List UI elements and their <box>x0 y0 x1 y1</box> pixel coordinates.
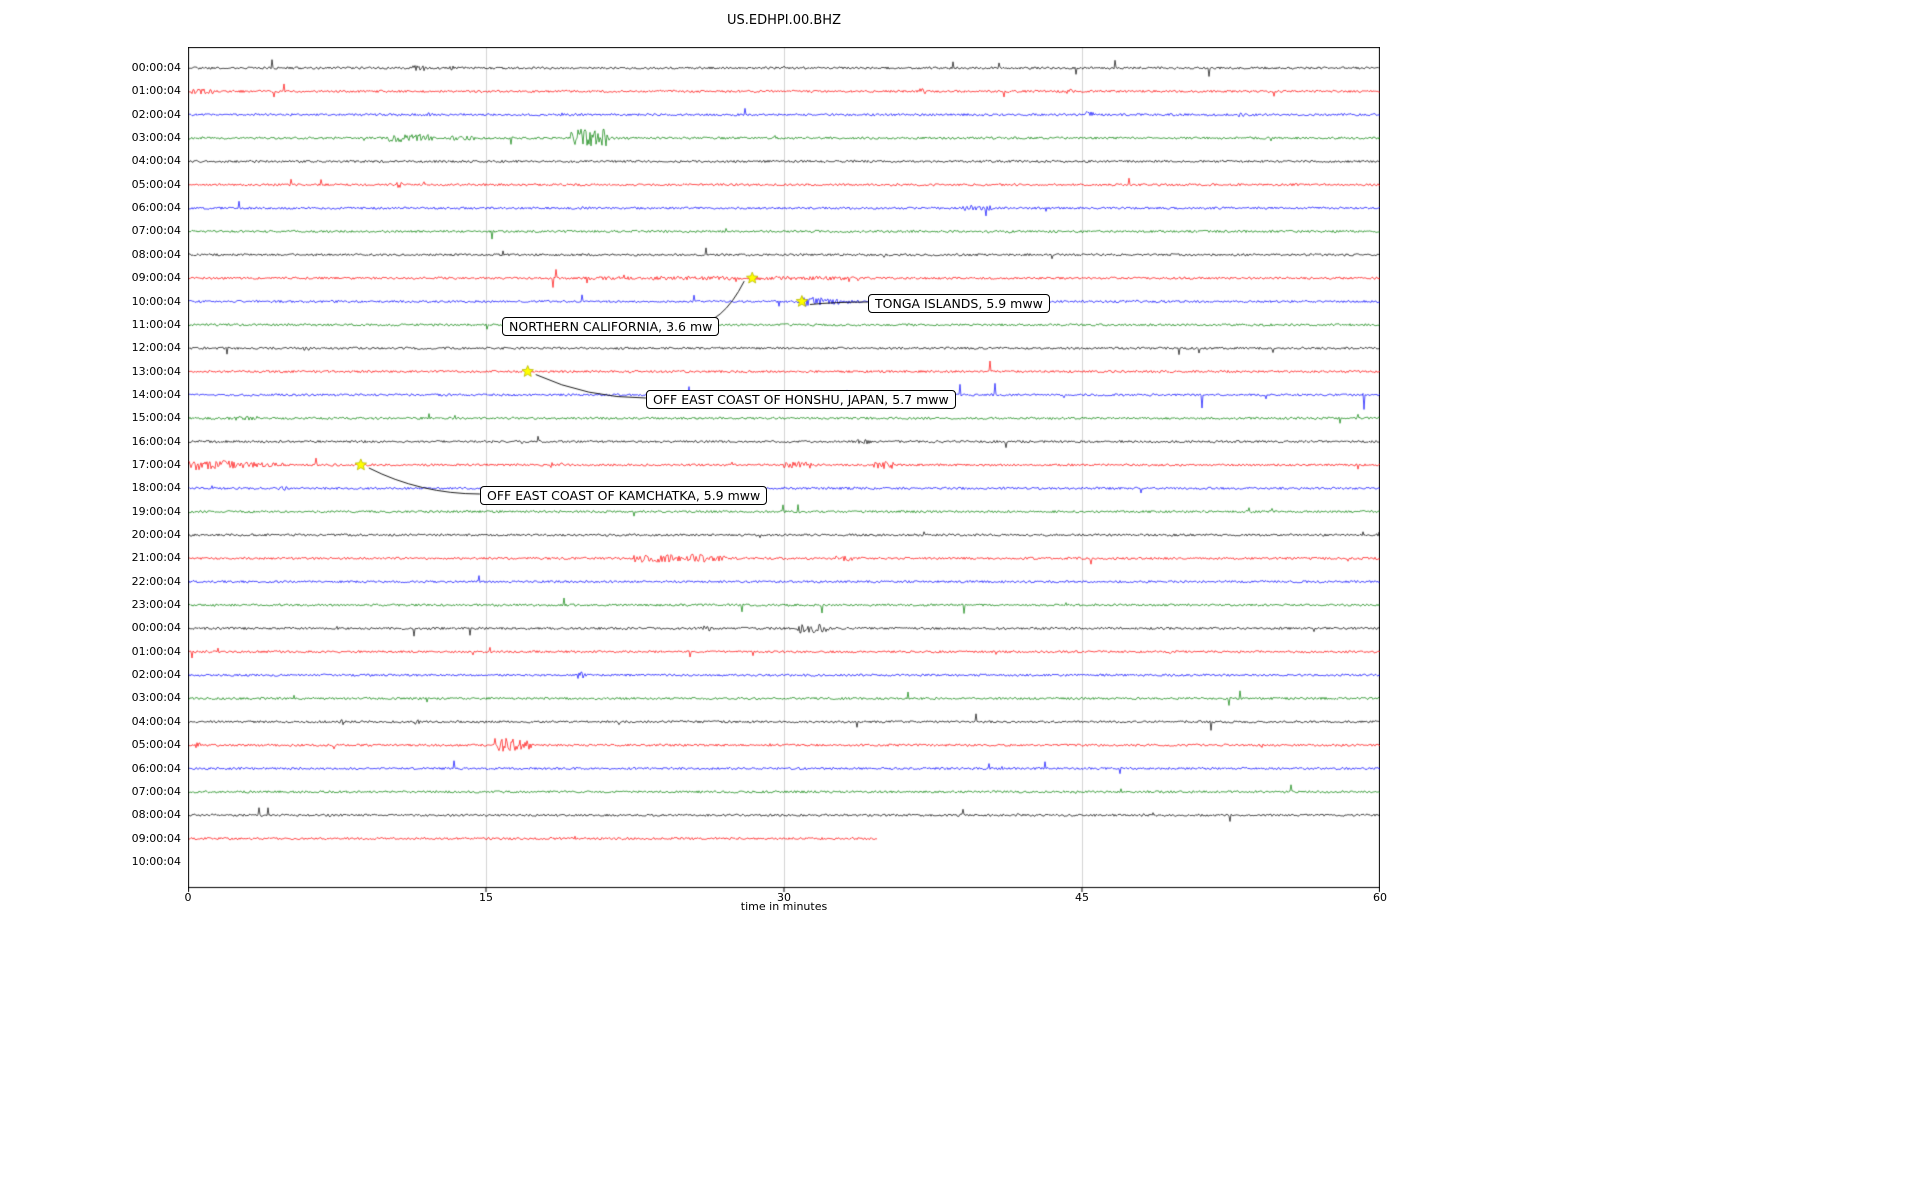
row-time-label: 00:00:04 <box>131 621 181 635</box>
row-time-label: 00:00:04 <box>131 61 181 74</box>
event-annotation-box: OFF EAST COAST OF KAMCHATKA, 5.9 mww <box>480 486 768 505</box>
row-time-label: 23:00:04 <box>131 598 181 612</box>
row-time-label: 08:00:04 <box>131 247 181 261</box>
row-time-label: 19:00:04 <box>131 504 181 518</box>
event-annotation-box: NORTHERN CALIFORNIA, 3.6 mw <box>502 317 720 336</box>
row-time-label: 07:00:04 <box>131 784 181 798</box>
row-time-label: 13:00:04 <box>131 364 181 378</box>
row-time-label: 16:00:04 <box>131 434 181 448</box>
row-time-label: 04:00:04 <box>131 714 181 728</box>
row-time-label: 01:00:04 <box>131 644 181 658</box>
x-axis-title: time in minutes <box>740 900 828 913</box>
row-time-label: 06:00:04 <box>131 201 181 215</box>
row-time-label: 02:00:04 <box>131 107 181 121</box>
row-time-label: 02:00:04 <box>131 668 181 682</box>
row-time-label: 18:00:04 <box>131 481 181 495</box>
x-tick-label: 60 <box>1373 891 1387 904</box>
row-time-label: 21:00:04 <box>131 551 181 565</box>
row-time-label: 01:00:04 <box>131 84 181 98</box>
event-annotation-box: OFF EAST COAST OF HONSHU, JAPAN, 5.7 mww <box>646 390 956 409</box>
row-time-label: 03:00:04 <box>131 131 181 145</box>
row-time-label: 04:00:04 <box>131 154 181 168</box>
row-time-label: 10:00:04 <box>131 294 181 308</box>
row-time-label: 09:00:04 <box>131 831 181 845</box>
chart-title: US.EDHPI.00.BHZ <box>727 13 841 28</box>
x-tick-label: 45 <box>1075 891 1089 904</box>
seismogram-canvas <box>188 47 1380 894</box>
row-time-label: 12:00:04 <box>131 341 181 355</box>
row-time-label: 15:00:04 <box>131 411 181 425</box>
row-time-label: 14:00:04 <box>131 387 181 401</box>
row-time-label: 09:00:04 <box>131 271 181 285</box>
x-tick-label: 30 <box>777 891 791 904</box>
x-tick-label: 15 <box>479 891 493 904</box>
row-time-label: 07:00:04 <box>131 224 181 238</box>
row-time-label: 22:00:04 <box>131 574 181 588</box>
row-time-label: 17:00:04 <box>131 457 181 471</box>
row-time-label: 08:00:04 <box>131 808 181 822</box>
event-annotation-box: TONGA ISLANDS, 5.9 mww <box>868 294 1050 313</box>
row-time-label: 10:00:04 <box>131 854 181 868</box>
row-time-label: 11:00:04 <box>131 317 181 331</box>
row-time-label: 06:00:04 <box>131 761 181 775</box>
row-time-label: 05:00:04 <box>131 177 181 191</box>
row-time-label: 03:00:04 <box>131 691 181 705</box>
row-time-label: 20:00:04 <box>131 528 181 541</box>
row-time-label: 05:00:04 <box>131 738 181 752</box>
x-tick-label: 0 <box>184 891 192 904</box>
